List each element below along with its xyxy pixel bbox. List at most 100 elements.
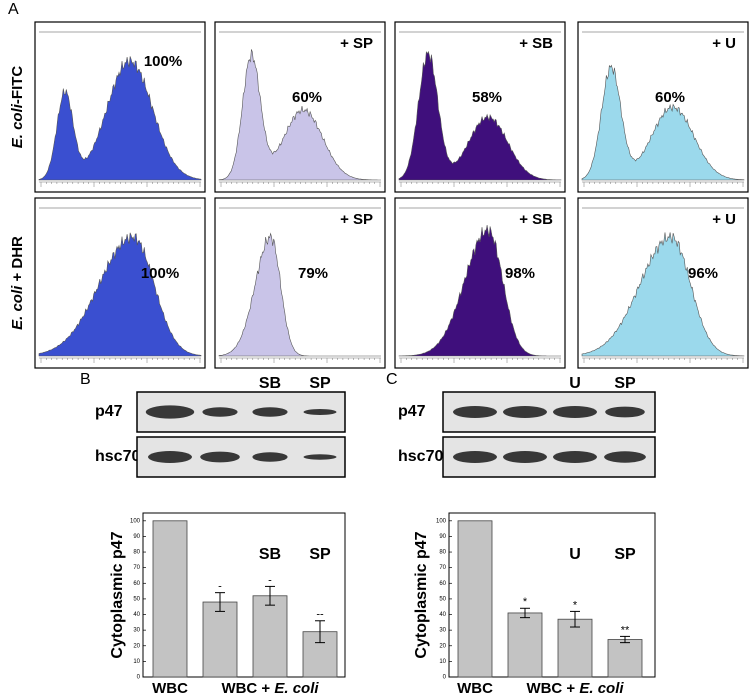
blot-band — [605, 406, 645, 418]
significance-mark: ** — [621, 624, 630, 636]
y-axis-label: Cytoplasmic p47 — [109, 531, 126, 658]
lane-label: SP — [614, 375, 636, 392]
percent-label: 79% — [298, 265, 328, 282]
error-bar — [215, 592, 225, 612]
plot-frame — [448, 512, 656, 678]
blot-band — [202, 407, 238, 417]
y-tick-label: 0 — [137, 675, 141, 681]
treatment-label: + SB — [519, 35, 553, 52]
blot-band — [145, 405, 195, 419]
row-label-italic: E. coli — [9, 285, 26, 330]
group-label: WBC + E. coli — [221, 680, 319, 697]
y-tick-label: 80 — [133, 550, 140, 556]
bar-annotation: SB — [259, 546, 281, 563]
blot-row-label: p47 — [95, 403, 123, 420]
plot-frame — [142, 512, 346, 678]
y-tick-label: 40 — [439, 612, 446, 618]
significance-mark: * — [523, 596, 528, 608]
group-label-italic: E. coli — [274, 680, 319, 697]
y-tick-label: 80 — [439, 550, 446, 556]
y-tick-label: 50 — [133, 596, 140, 602]
histogram — [581, 232, 745, 357]
histogram — [398, 225, 561, 357]
blot-band — [553, 406, 597, 418]
row-label-italic: E. coli — [9, 103, 26, 148]
y-tick-label: 70 — [439, 565, 446, 571]
percent-label: 96% — [688, 265, 718, 282]
y-axis-label: Cytoplasmic p47 — [413, 531, 430, 658]
treatment-label: + U — [712, 211, 736, 228]
x-tick-label: WBC — [152, 680, 188, 697]
percent-label: 60% — [292, 89, 322, 106]
significance-mark: * — [573, 599, 578, 611]
blot-band — [200, 451, 240, 463]
significance-mark: -- — [316, 609, 324, 621]
bar — [152, 520, 188, 678]
y-tick-label: 90 — [439, 534, 446, 540]
blot-band — [553, 451, 597, 463]
panel-label: B — [80, 371, 91, 388]
blot-band — [503, 406, 547, 418]
percent-label: 60% — [655, 89, 685, 106]
y-tick-label: 20 — [439, 643, 446, 649]
y-tick-label: 60 — [133, 581, 140, 587]
treatment-label: + U — [712, 35, 736, 52]
blot-band — [303, 454, 337, 460]
bar — [507, 612, 543, 678]
blot-band — [453, 451, 497, 463]
bar-annotation: U — [569, 546, 581, 563]
bar — [557, 618, 593, 678]
y-tick-label: 100 — [436, 518, 447, 524]
blot-row-label: hsc70 — [95, 448, 140, 465]
y-tick-label: 60 — [439, 581, 446, 587]
y-tick-label: 90 — [133, 534, 140, 540]
row-label-text: -FITC — [9, 66, 26, 104]
y-tick-label: 50 — [439, 596, 446, 602]
bar — [607, 639, 643, 678]
histogram — [581, 64, 745, 181]
panel-label: C — [386, 371, 398, 388]
percent-label: 98% — [505, 265, 535, 282]
y-tick-label: 0 — [443, 675, 447, 681]
error-bar — [520, 607, 530, 619]
blot-band — [252, 407, 288, 417]
blot-band — [503, 451, 547, 463]
treatment-label: + SB — [519, 211, 553, 228]
percent-label: 100% — [144, 53, 182, 70]
histogram — [38, 56, 202, 181]
y-tick-label: 10 — [439, 659, 446, 665]
lane-label: SP — [309, 375, 331, 392]
error-bar — [265, 585, 275, 606]
error-bar — [570, 610, 580, 628]
row-label: E. coli-FITC — [9, 66, 26, 149]
blot-band — [303, 409, 337, 415]
histogram — [218, 49, 381, 181]
percent-label: 100% — [141, 265, 179, 282]
blot-row-label: hsc70 — [398, 448, 443, 465]
blot-band — [453, 406, 497, 418]
blot-row-label: p47 — [398, 403, 426, 420]
histogram — [218, 232, 381, 357]
y-tick-label: 30 — [133, 628, 140, 634]
row-label: E. coli + DHR — [9, 236, 26, 330]
lane-label: SB — [259, 375, 281, 392]
y-tick-label: 70 — [133, 565, 140, 571]
y-tick-label: 30 — [439, 628, 446, 634]
blot-band — [148, 451, 192, 463]
group-label-text: WBC + — [526, 680, 579, 697]
percent-label: 58% — [472, 89, 502, 106]
row-label-text: + DHR — [9, 236, 26, 286]
x-tick-label: WBC — [457, 680, 493, 697]
bar-annotation: SP — [614, 546, 636, 563]
group-label-text: WBC + — [221, 680, 274, 697]
significance-mark: - — [218, 581, 222, 593]
bar-annotation: SP — [309, 546, 331, 563]
treatment-label: + SP — [340, 211, 373, 228]
bar — [457, 520, 493, 678]
bar — [252, 595, 288, 678]
histogram — [38, 232, 202, 357]
significance-mark: - — [268, 574, 272, 586]
group-label-italic: E. coli — [579, 680, 624, 697]
error-bar — [315, 620, 325, 644]
histogram — [398, 50, 562, 181]
